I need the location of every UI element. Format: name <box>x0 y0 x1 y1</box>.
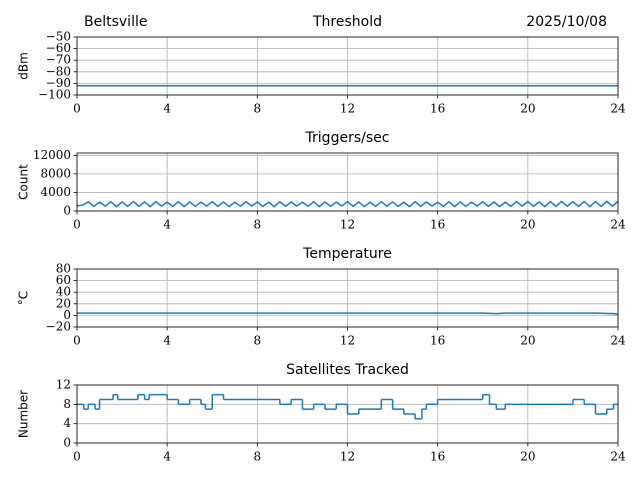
y-tick-label: −20 <box>46 320 71 334</box>
x-tick-label: 4 <box>163 218 171 232</box>
chart-title: Temperature <box>302 246 392 262</box>
data-line <box>76 200 619 208</box>
axes-frame <box>76 384 619 444</box>
y-tick-label: 8 <box>63 397 71 411</box>
y-tick-label: −90 <box>46 76 71 90</box>
x-tick-label: 4 <box>163 450 171 464</box>
x-tick-label: 4 <box>163 334 171 348</box>
axes-frame <box>76 36 619 96</box>
y-tick-label: 4 <box>63 416 71 430</box>
y-tick-label: 60 <box>56 273 71 287</box>
x-tick-label: 24 <box>610 218 626 232</box>
y-tick-label: 20 <box>56 296 71 310</box>
y-tick-label: 0 <box>63 308 71 322</box>
axes-frame <box>76 152 619 212</box>
y-tick-label: 12000 <box>33 148 71 162</box>
y-tick-label: 0 <box>63 436 71 450</box>
chart-title: Threshold <box>312 14 382 30</box>
annotation: 2025/10/08 <box>526 14 607 30</box>
x-tick-label: 16 <box>430 334 445 348</box>
x-tick-label: 8 <box>254 450 262 464</box>
x-tick-label: 8 <box>254 102 262 116</box>
y-axis-label: dBm <box>17 52 31 80</box>
y-tick-label: −80 <box>46 64 71 78</box>
y-tick-label: 8000 <box>40 166 71 180</box>
x-tick-label: 12 <box>340 218 355 232</box>
x-tick-label: 16 <box>430 218 445 232</box>
x-tick-label: 0 <box>73 334 81 348</box>
annotation: Beltsville <box>84 14 147 30</box>
data-line <box>77 312 619 315</box>
x-tick-label: 16 <box>430 102 445 116</box>
y-tick-label: −60 <box>46 41 71 55</box>
y-tick-label: 4000 <box>40 185 71 199</box>
x-tick-label: 12 <box>340 102 355 116</box>
y-axis-label: °C <box>17 291 31 305</box>
x-tick-label: 20 <box>520 218 535 232</box>
chart-title: Triggers/sec <box>305 130 390 146</box>
x-tick-label: 0 <box>73 102 81 116</box>
x-tick-label: 20 <box>520 450 535 464</box>
x-tick-label: 20 <box>520 102 535 116</box>
x-tick-label: 4 <box>163 102 171 116</box>
x-tick-label: 24 <box>610 102 626 116</box>
x-tick-label: 12 <box>340 450 355 464</box>
y-tick-label: −50 <box>46 30 71 44</box>
x-tick-label: 20 <box>520 334 535 348</box>
x-tick-label: 0 <box>73 450 81 464</box>
chart-title: Satellites Tracked <box>286 362 409 378</box>
y-axis-label: Count <box>17 164 31 200</box>
x-tick-label: 24 <box>610 334 626 348</box>
y-axis-label: Number <box>17 390 31 438</box>
axes-frame <box>76 268 619 328</box>
y-tick-label: −100 <box>38 88 71 102</box>
x-tick-label: 8 <box>254 218 262 232</box>
x-tick-label: 16 <box>430 450 445 464</box>
x-tick-label: 12 <box>340 334 355 348</box>
x-tick-label: 24 <box>610 450 626 464</box>
y-tick-label: 12 <box>56 378 71 392</box>
y-tick-label: 0 <box>63 204 71 218</box>
x-tick-label: 8 <box>254 334 262 348</box>
y-tick-label: −70 <box>46 53 71 67</box>
y-tick-label: 80 <box>56 262 71 276</box>
y-tick-label: 40 <box>56 285 71 299</box>
x-tick-label: 0 <box>73 218 81 232</box>
